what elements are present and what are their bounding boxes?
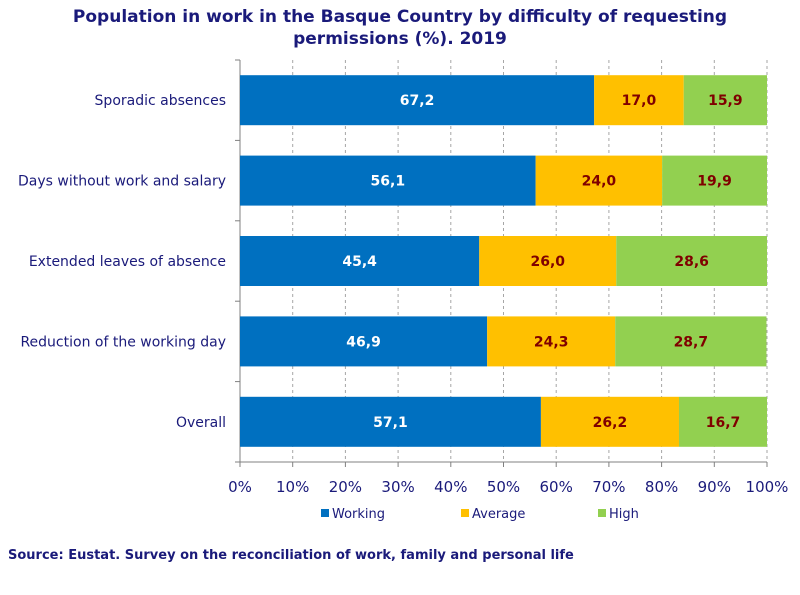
chart-title-line-1: Population in work in the Basque Country… bbox=[72, 7, 728, 27]
category-label: Reduction of the working day bbox=[20, 334, 226, 350]
x-tick-label: 100% bbox=[746, 478, 789, 496]
source-note: Source: Eustat. Survey on the reconcilia… bbox=[8, 548, 574, 563]
bar-segment-high bbox=[678, 396, 767, 447]
data-label: 45,4 bbox=[342, 254, 377, 270]
bar-segment-working bbox=[240, 316, 488, 367]
x-tick-label: 50% bbox=[487, 478, 520, 496]
bar-segment-working bbox=[240, 236, 480, 286]
data-label: 16,7 bbox=[706, 415, 741, 431]
category-label: Sporadic absences bbox=[95, 93, 226, 109]
data-label: 28,6 bbox=[674, 254, 709, 270]
bar-segment-average bbox=[479, 236, 617, 286]
bar-segment-average bbox=[594, 75, 684, 126]
bar-segment-working bbox=[240, 396, 541, 447]
bar-segment-average bbox=[535, 155, 663, 206]
x-tick-label: 30% bbox=[381, 478, 414, 496]
legend-swatch bbox=[461, 509, 469, 517]
bar-segment-working bbox=[240, 155, 536, 206]
data-label: 17,0 bbox=[622, 93, 657, 109]
x-tick-label: 0% bbox=[228, 478, 252, 496]
bar-segment-high bbox=[615, 316, 767, 367]
legend-label: High bbox=[609, 507, 639, 522]
category-label: Days without work and salary bbox=[18, 174, 226, 190]
data-label: 57,1 bbox=[373, 415, 408, 431]
x-tick-label: 40% bbox=[434, 478, 467, 496]
legend-label: Average bbox=[472, 507, 525, 522]
bar-segment-average bbox=[487, 316, 616, 367]
bar-segment-working bbox=[240, 75, 595, 126]
bar-segment-high bbox=[616, 236, 767, 286]
x-tick-label: 90% bbox=[698, 478, 731, 496]
data-label: 24,0 bbox=[582, 174, 617, 190]
category-label: Overall bbox=[176, 415, 226, 431]
x-tick-label: 10% bbox=[276, 478, 309, 496]
x-tick-label: 70% bbox=[592, 478, 625, 496]
bar-segment-high bbox=[683, 75, 767, 126]
legend-swatch bbox=[321, 509, 329, 517]
x-tick-label: 80% bbox=[645, 478, 678, 496]
bar-segment-average bbox=[540, 396, 679, 447]
data-label: 26,0 bbox=[530, 254, 565, 270]
x-tick-label: 20% bbox=[329, 478, 362, 496]
data-label: 56,1 bbox=[371, 174, 406, 190]
data-label: 26,2 bbox=[593, 415, 628, 431]
data-label: 46,9 bbox=[346, 334, 381, 350]
chart-title-line-2: permissions (%). 2019 bbox=[293, 29, 507, 49]
legend-label: Working bbox=[332, 507, 385, 522]
bar-segment-high bbox=[662, 155, 767, 206]
data-label: 15,9 bbox=[708, 93, 743, 109]
data-label: 19,9 bbox=[697, 174, 732, 190]
category-label: Extended leaves of absence bbox=[29, 254, 226, 270]
data-label: 28,7 bbox=[674, 334, 709, 350]
x-tick-label: 60% bbox=[540, 478, 573, 496]
data-label: 24,3 bbox=[534, 334, 569, 350]
chart-title: Population in work in the Basque Country… bbox=[0, 6, 800, 50]
data-label: 67,2 bbox=[400, 93, 435, 109]
legend-swatch bbox=[598, 509, 606, 517]
stacked-bar-chart: 0% 10% 20% 30% 40% 50% 60% 70% 80% 90% 100% Sporadi… bbox=[18, 59, 789, 522]
